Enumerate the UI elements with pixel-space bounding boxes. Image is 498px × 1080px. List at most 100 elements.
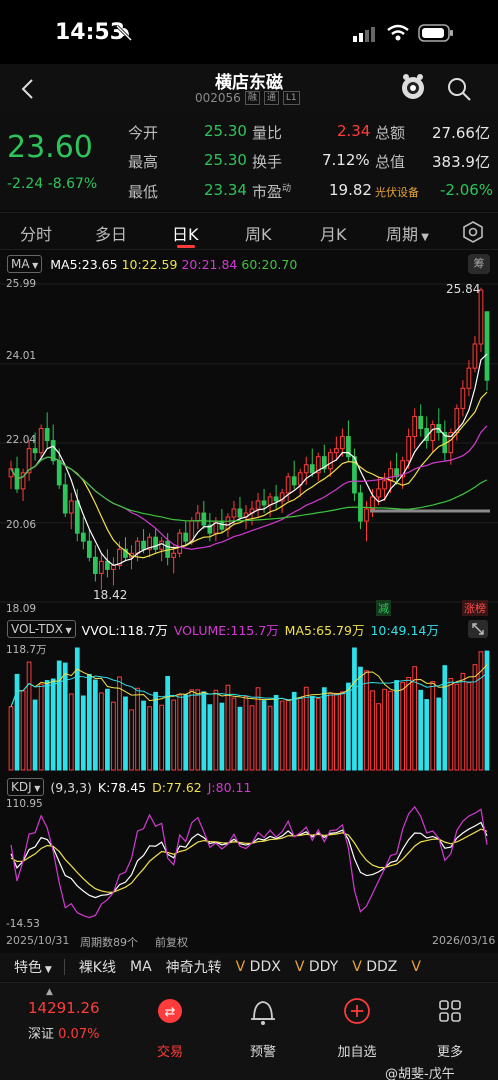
candle-body — [352, 456, 357, 494]
volume-bar — [454, 683, 460, 771]
nav-more[interactable]: 更多 — [436, 1045, 463, 1060]
candle-body — [261, 500, 267, 506]
volume-bar — [74, 647, 80, 771]
kdj-d-value: D:77.62 — [152, 779, 202, 795]
index-value[interactable]: 14291.26 — [28, 999, 100, 1017]
indicator-ma[interactable]: MA — [129, 959, 152, 975]
pe-label-text: 市盈 — [252, 183, 283, 201]
stock-name: 横店东磁 — [215, 73, 283, 93]
candle-body — [406, 436, 412, 462]
volume-chart[interactable] — [0, 642, 498, 774]
volume-bar — [171, 699, 177, 771]
ma60-line — [10, 456, 488, 522]
pe-value: 19.82 — [329, 181, 372, 199]
candle-body — [382, 480, 387, 490]
nav-add-watchlist[interactable]: 加自选 — [337, 1045, 377, 1060]
candle-body — [285, 476, 291, 494]
kdj-axis-top: 110.95 — [6, 798, 43, 810]
adjust-mode[interactable]: 前复权 — [155, 936, 188, 949]
volume-bar — [201, 691, 207, 771]
turnover-rate-label: 换手 — [252, 153, 283, 171]
candle-body — [231, 508, 237, 518]
tab-multiday[interactable]: 多日 — [95, 225, 128, 244]
nav-alert[interactable]: 预警 — [249, 1045, 276, 1060]
expand-icon[interactable] — [468, 620, 488, 638]
volume-bar — [105, 688, 110, 771]
candle-body — [201, 512, 207, 526]
limit-up-flag[interactable]: 涨榜 — [462, 600, 488, 616]
reduce-flag[interactable]: 减 — [376, 600, 391, 616]
volume-selector-label: VOL-TDX — [11, 622, 63, 636]
indicator-magic-nine[interactable]: 神奇九转 — [165, 960, 222, 976]
candle-body — [297, 472, 303, 486]
low-price-marker: 18.42 — [93, 588, 128, 602]
candlestick-chart[interactable] — [0, 278, 498, 614]
candle-body — [321, 456, 327, 470]
kdj-chart[interactable] — [0, 798, 498, 930]
tab-daily-k[interactable]: 日K — [172, 225, 199, 244]
turnover-rate-value: 7.12% — [322, 151, 370, 169]
more-grid-icon[interactable] — [420, 997, 480, 1027]
volume-bar — [358, 666, 363, 771]
high-value: 25.30 — [204, 151, 247, 169]
volume-ratio-label: 量比 — [252, 124, 283, 142]
volume-bar — [297, 697, 303, 771]
candle-body — [364, 508, 369, 522]
price-axis-bottom: 18.09 — [6, 603, 37, 615]
volume-bar — [123, 696, 128, 771]
ma5-value: MA5:23.65 — [50, 256, 118, 272]
high-label: 最高 — [128, 153, 159, 171]
candle-body — [177, 532, 183, 554]
volume-bar — [177, 694, 183, 771]
price-axis-mid2: 22.04 — [6, 434, 37, 446]
volume-bar — [183, 694, 189, 771]
tag-connect: 通 — [263, 91, 279, 105]
low-label: 最低 — [128, 183, 159, 201]
caret-down-icon: ▼ — [31, 784, 41, 793]
index-row[interactable]: 深证 0.07% — [28, 1023, 99, 1042]
kdj-j-value: J:80.11 — [207, 779, 252, 795]
trade-icon[interactable]: ⇄ — [140, 997, 200, 1027]
indicator-ddx[interactable]: V DDX — [236, 959, 281, 975]
caret-down-icon: ▼ — [29, 261, 39, 270]
candle-body — [219, 520, 225, 530]
volume-selector[interactable]: VOL-TDX ▼ — [7, 620, 76, 638]
indicator-featured[interactable]: 特色 ▼ — [14, 957, 52, 977]
tab-monthly-k[interactable]: 月K — [320, 225, 347, 244]
market-cap-value: 383.9亿 — [432, 153, 490, 171]
alert-bell-icon[interactable] — [233, 997, 293, 1027]
candle-body — [333, 448, 339, 454]
volume-bar — [225, 684, 231, 771]
tab-intraday[interactable]: 分时 — [20, 225, 53, 244]
ma-selector-label: MA — [11, 257, 30, 271]
volume-bar — [273, 694, 279, 771]
ma-selector[interactable]: MA ▼ — [7, 255, 43, 273]
volume-bar — [237, 706, 243, 771]
open-value: 25.30 — [204, 122, 247, 140]
volume-bar — [484, 650, 490, 771]
tab-weekly-k[interactable]: 周K — [245, 225, 272, 244]
indicator-ddy[interactable]: V DDY — [295, 959, 338, 975]
indicator-ddz[interactable]: V DDZ — [352, 959, 397, 975]
kdj-d-line — [10, 828, 488, 893]
volume-ma5-line — [10, 664, 488, 707]
indicator-plain-k[interactable]: 裸K线 — [78, 960, 116, 976]
add-watchlist-icon[interactable] — [327, 997, 387, 1027]
candle-body — [26, 448, 32, 474]
nav-trade[interactable]: 交易 — [156, 1045, 183, 1060]
chip-distribution-button[interactable]: 筹 — [468, 254, 490, 274]
vvol-value: VVOL:118.7万 — [81, 622, 168, 638]
kdj-params: (9,3,3) — [50, 779, 92, 795]
candle-body — [80, 532, 86, 542]
ma5-line — [10, 353, 488, 567]
kdj-selector[interactable]: KDJ ▼ — [7, 778, 45, 796]
tab-period[interactable]: 周期 ▼ — [386, 221, 429, 245]
change-value: -2.24 — [7, 176, 44, 192]
watermark: @胡斐-戊午 — [385, 1067, 455, 1080]
volume-bar — [135, 687, 140, 771]
candle-body — [117, 548, 122, 566]
candle-body — [267, 496, 273, 506]
sector-label[interactable]: 光伏设备 — [375, 186, 419, 199]
start-date: 2025/10/31 — [6, 934, 70, 947]
kdj-selector-label: KDJ — [11, 780, 32, 794]
